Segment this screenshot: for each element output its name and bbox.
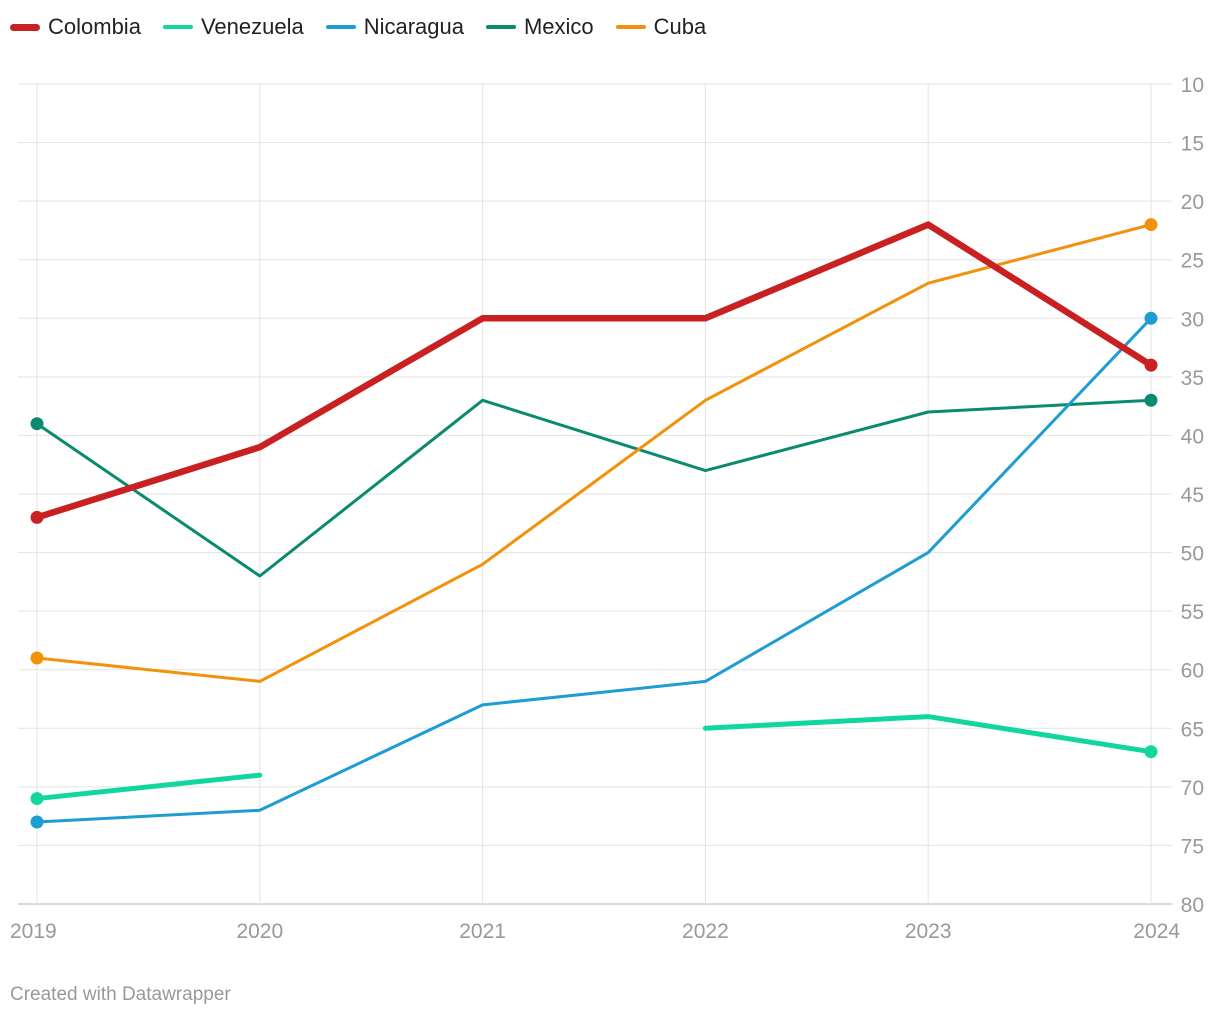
y-tick-label: 55 [1181, 601, 1204, 624]
series-point-cuba [1144, 218, 1158, 232]
legend-label-cuba: Cuba [653, 14, 707, 39]
series-point-mexico [30, 417, 44, 431]
series-line-venezuela [34, 772, 263, 802]
legend-swatch-mexico [485, 25, 516, 29]
x-tick-label: 2024 [1133, 920, 1180, 943]
axes: 10 15 20 25 30 35 40 45 50 55 60 65 70 75 80 2019 2020 20… [10, 74, 1204, 943]
legend-label-venezuela: Venezuela [200, 14, 304, 39]
y-tick-label: 20 [1181, 191, 1204, 214]
x-tick-label: 2020 [236, 920, 283, 943]
y-tick-label: 45 [1181, 484, 1204, 507]
legend-swatch-cuba [615, 25, 646, 29]
y-tick-label: 70 [1181, 777, 1204, 800]
legend-item-cuba: Cuba [615, 14, 707, 40]
legend-item-venezuela: Venezuela [162, 14, 304, 40]
y-tick-label: 60 [1181, 660, 1204, 683]
series-point-venezuela [30, 792, 44, 806]
y-tick-label: 40 [1181, 425, 1204, 448]
legend: Colombia Venezuela Nicaragua Mexico Cuba [10, 14, 728, 40]
series-line-venezuela [702, 714, 1154, 755]
series-markers [30, 218, 1158, 829]
y-tick-label: 65 [1181, 718, 1204, 741]
y-tick-label: 35 [1181, 367, 1204, 390]
series-point-nicaragua [1144, 311, 1158, 325]
legend-item-colombia: Colombia [10, 14, 141, 40]
series-line-nicaragua [35, 316, 1153, 824]
series-point-colombia [1144, 358, 1158, 372]
legend-swatch-nicaragua [325, 25, 356, 29]
legend-label-nicaragua: Nicaragua [363, 14, 464, 39]
legend-label-colombia: Colombia [48, 14, 141, 39]
legend-label-mexico: Mexico [523, 14, 594, 39]
y-tick-label: 80 [1181, 894, 1204, 917]
series-line-cuba [35, 223, 1153, 683]
series-point-venezuela [1144, 745, 1158, 759]
series-point-cuba [30, 651, 44, 665]
y-tick-label: 15 [1181, 133, 1204, 156]
series-line-colombia [33, 221, 1155, 521]
y-tick-label: 30 [1181, 308, 1204, 331]
legend-swatch-venezuela [162, 25, 193, 29]
y-tick-label: 25 [1181, 250, 1204, 273]
y-tick-label: 50 [1181, 543, 1204, 566]
x-tick-label: 2023 [905, 920, 952, 943]
x-tick-label: 2019 [10, 920, 57, 943]
y-tick-label: 75 [1181, 835, 1204, 858]
series-point-colombia [30, 510, 44, 524]
legend-item-mexico: Mexico [485, 14, 594, 40]
credit-text: Created with Datawrapper [10, 984, 231, 1005]
legend-item-nicaragua: Nicaragua [325, 14, 464, 40]
x-tick-label: 2021 [459, 920, 506, 943]
series-point-mexico [1144, 393, 1158, 407]
series-lines [33, 221, 1155, 824]
legend-swatch-colombia [10, 23, 40, 31]
series-point-nicaragua [30, 815, 44, 829]
series-line-mexico [35, 398, 1153, 578]
y-tick-label: 10 [1181, 74, 1204, 97]
gridlines [18, 83, 1172, 905]
x-tick-label: 2022 [682, 920, 729, 943]
